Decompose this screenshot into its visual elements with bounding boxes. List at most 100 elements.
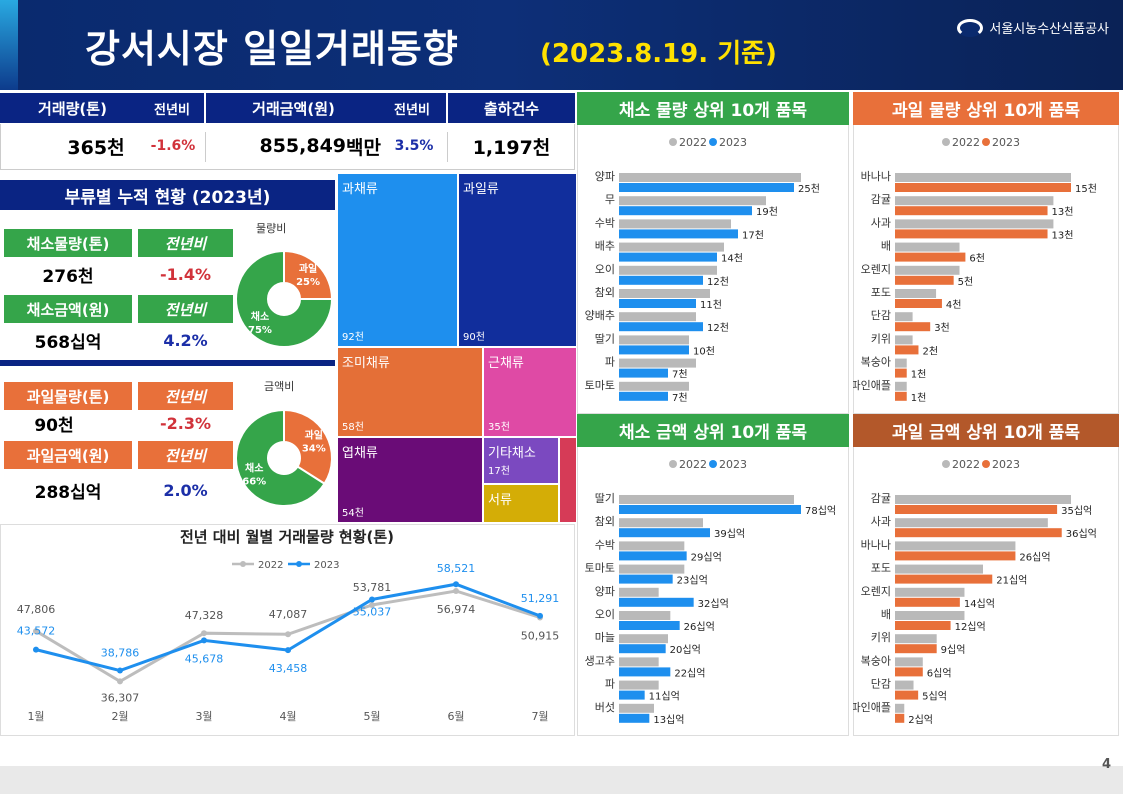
bar-2022 (619, 358, 696, 368)
legend-marker (942, 138, 950, 146)
legend-label: 2022 (952, 136, 980, 149)
bar-category-label: 사과 (871, 216, 891, 229)
bar-value-label: 36십억 (1066, 528, 1097, 540)
bar-2022 (895, 518, 1048, 528)
data-label: 47,087 (269, 608, 308, 621)
bar-value-label: 12천 (707, 276, 729, 288)
veg-volume-bar-chart: 2022 2023양파25천무19천수박17천배추14천오이12천참외11천양배추… (585, 136, 820, 404)
treemap-cell-label: 조미채류 (342, 356, 390, 371)
treemap-cell-value: 90천 (463, 332, 485, 343)
bar-2022 (619, 703, 654, 713)
bar-2022 (619, 518, 703, 528)
bar-category-label: 사과 (871, 515, 891, 528)
bar-category-label: 배 (881, 240, 891, 253)
kpi-amount-yoy: 3.5% (394, 138, 434, 154)
treemap-cell-label: 근채류 (488, 356, 524, 371)
data-label: 51,291 (521, 592, 560, 605)
x-tick-label: 4월 (279, 710, 296, 723)
bar-2022 (895, 289, 937, 298)
bar-2022 (619, 219, 731, 229)
treemap-cell-value: 17천 (488, 466, 510, 477)
bar-category-label: 무 (605, 193, 615, 206)
veg-amount-yoy-label: 전년비 (138, 295, 233, 323)
bar-value-label: 35십억 (1061, 505, 1092, 517)
data-label: 43,458 (269, 662, 308, 675)
bar-value-label: 2천 (922, 345, 938, 357)
bar-2023 (619, 713, 650, 723)
donut-volume-title: 물량비 (256, 222, 287, 235)
data-label: 58,521 (437, 562, 476, 575)
bar-category-label: 파 (605, 678, 615, 691)
page-footer (0, 766, 1123, 794)
bar-2023 (895, 183, 1071, 192)
treemap-cell: 기타채소 17천 (484, 438, 558, 483)
bar-value-label: 5천 (958, 276, 974, 288)
bar-value-label: 13천 (1052, 229, 1074, 241)
bar-2022 (895, 381, 907, 391)
bar-category-label: 딸기 (595, 492, 615, 505)
bar-value-label: 1천 (911, 369, 927, 381)
data-point (453, 587, 459, 594)
data-point (285, 631, 291, 638)
bar-value-label: 3천 (934, 322, 950, 334)
org-name: 서울시농수산식품공사 (989, 22, 1109, 37)
bar-2023 (619, 229, 738, 239)
bar-category-label: 수박 (595, 216, 615, 229)
bar-2023 (619, 252, 717, 262)
category-treemap: 과채류 92천 과일류 90천 조미채류 58천 근채류 35천 엽채류 54천 기타채소 17천 서류 (338, 174, 576, 522)
bar-2022 (895, 657, 923, 667)
donut-slice-value: 75% (248, 325, 272, 336)
bar-value-label: 39십억 (714, 528, 745, 540)
fruit-volume-bar-chart: 2022 2023바나나15천감귤13천사과13천배6천오렌지5천포도4천단감3천… (853, 136, 1097, 404)
legend-marker (296, 561, 302, 567)
veg-amount-label: 채소금액(원) (4, 295, 132, 323)
bar-2022 (619, 495, 794, 504)
treemap-cell-label: 과채류 (342, 182, 378, 197)
legend-label: 2022 (679, 458, 707, 471)
bar-2022 (895, 265, 960, 275)
treemap-cell: 서류 (484, 485, 558, 522)
bar-2022 (895, 312, 913, 322)
donut-slice-label: 과일 (305, 429, 323, 442)
bar-2022 (895, 219, 1054, 229)
bar-category-label: 바나나 (861, 170, 891, 183)
bar-2022 (895, 564, 983, 574)
bar-value-label: 12십억 (955, 621, 986, 633)
bar-category-label: 양배추 (585, 309, 615, 322)
legend-label: 2023 (719, 136, 747, 149)
bar-value-label: 11천 (700, 299, 722, 311)
fruit-amount-label: 과일금액(원) (4, 441, 132, 469)
bar-2022 (619, 289, 710, 298)
bar-2023 (619, 345, 689, 355)
veg-amount-value: 568십억 (34, 332, 102, 353)
bar-category-label: 딸기 (595, 332, 615, 345)
org-logo-icon (957, 18, 984, 37)
data-label: 45,678 (185, 652, 224, 665)
legend-label: 2023 (314, 560, 339, 571)
data-label: 47,328 (185, 609, 224, 622)
legend-label: 2023 (992, 458, 1020, 471)
bar-category-label: 파 (605, 356, 615, 369)
bar-value-label: 15천 (1075, 183, 1097, 195)
x-tick-label: 1월 (27, 710, 44, 723)
bar-2022 (895, 358, 907, 368)
bar-value-label: 2십억 (908, 714, 933, 726)
page-date: (2023.8.19. 기준) (540, 39, 777, 69)
kpi-amount-number: 855,849 (259, 135, 347, 157)
x-tick-label: 6월 (447, 710, 464, 723)
kpi-divider (447, 132, 448, 162)
donut-slice-value: 34% (302, 444, 326, 455)
bar-category-label: 오이 (595, 263, 615, 276)
bar-value-label: 14천 (721, 253, 743, 265)
bar-category-label: 키위 (871, 332, 891, 345)
legend-label: 2022 (258, 560, 283, 571)
bar-value-label: 19천 (756, 206, 778, 218)
bar-value-label: 13십억 (653, 714, 684, 726)
donut-slice-과일 (283, 249, 334, 300)
bar-category-label: 배 (881, 608, 891, 621)
bar-2022 (895, 242, 960, 252)
bar-category-label: 포도 (871, 562, 891, 575)
bar-2022 (619, 611, 671, 620)
bar-value-label: 9십억 (941, 644, 966, 656)
